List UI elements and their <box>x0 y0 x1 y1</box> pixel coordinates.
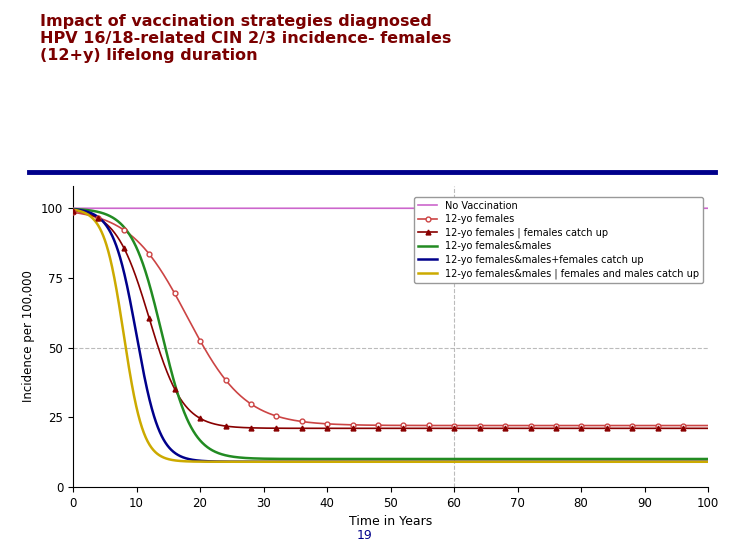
Legend: No Vaccination, 12-yo females, 12-yo females | females catch up, 12-yo females&m: No Vaccination, 12-yo females, 12-yo fem… <box>414 197 703 283</box>
Text: 19: 19 <box>357 528 373 542</box>
Text: Impact of vaccination strategies diagnosed
HPV 16/18-related CIN 2/3 incidence- : Impact of vaccination strategies diagnos… <box>40 14 452 63</box>
Y-axis label: Incidence per 100,000: Incidence per 100,000 <box>23 270 36 403</box>
X-axis label: Time in Years: Time in Years <box>349 515 432 528</box>
